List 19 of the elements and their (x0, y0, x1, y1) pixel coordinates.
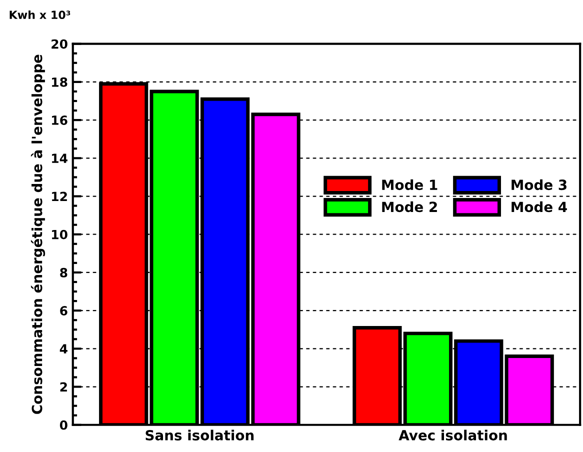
y-tick-label: 8 (60, 268, 68, 278)
y-tick-label: 12 (52, 192, 67, 202)
y-tick-label: 10 (52, 230, 68, 240)
legend-label: Mode 2 (382, 201, 437, 212)
y-tick-label: 20 (52, 39, 68, 49)
legend-label: Mode 4 (512, 201, 567, 212)
legend-label: Mode 1 (382, 179, 438, 190)
y-axis-title: Consommation énergétique due à l'enveloppe (30, 54, 46, 414)
x-tick-label: Avec isolation (398, 430, 507, 440)
y-tick-label: 6 (60, 306, 68, 316)
text: Kwh x 10³ (10, 10, 70, 20)
y-tick-label: 14 (52, 154, 68, 163)
y-tick-label: 4 (60, 344, 68, 354)
y-tick-label: 16 (52, 116, 68, 125)
y-tick-label: 18 (52, 77, 68, 87)
x-tick-label: Sans isolation (146, 430, 254, 440)
y-tick-label: 0 (60, 420, 68, 430)
legend-label: Mode 3 (512, 179, 566, 190)
y-tick-label: 2 (60, 382, 67, 392)
